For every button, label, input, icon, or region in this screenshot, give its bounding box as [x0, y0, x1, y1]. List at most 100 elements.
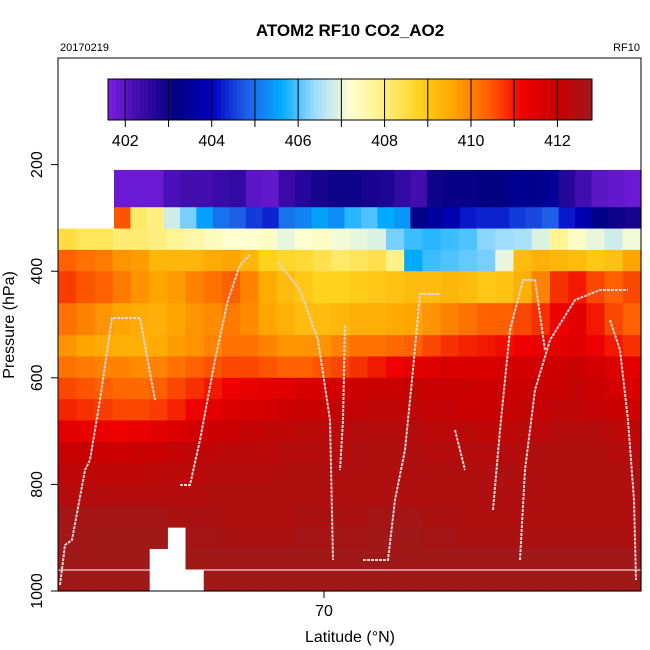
- colorbar-segment: [345, 79, 351, 120]
- heatmap-cell: [513, 399, 533, 422]
- heatmap-cell: [361, 207, 379, 230]
- colorbar-segment: [140, 79, 145, 120]
- heatmap-cell: [114, 207, 132, 230]
- heatmap-cell: [586, 441, 606, 464]
- heatmap-cell: [258, 228, 278, 251]
- heatmap-cell: [495, 569, 515, 592]
- colorbar-segment: [309, 79, 315, 120]
- heatmap-cell: [212, 169, 230, 208]
- heatmap-cell: [240, 441, 260, 464]
- heatmap-cell: [568, 463, 587, 485]
- heatmap-cell: [258, 569, 278, 592]
- heatmap-cell: [458, 569, 478, 592]
- heatmap-cell: [149, 484, 168, 507]
- heatmap-cell: [422, 303, 442, 336]
- colorbar-segment: [398, 79, 403, 120]
- heatmap-cell: [404, 441, 423, 464]
- heatmap-cell: [385, 441, 405, 464]
- colorbar-segment: [547, 79, 553, 120]
- heatmap-cell: [258, 420, 278, 443]
- heatmap-cell: [276, 303, 296, 336]
- heatmap-cell: [149, 420, 168, 443]
- heatmap-cell: [294, 463, 314, 485]
- heatmap-cell: [240, 228, 260, 251]
- heatmap-cell: [549, 484, 569, 507]
- heatmap-cell: [443, 169, 461, 208]
- heatmap-cell: [558, 207, 576, 230]
- heatmap-cell: [229, 207, 247, 230]
- heatmap-cell: [58, 249, 77, 272]
- colorbar-segment: [454, 79, 460, 120]
- colorbar-segment: [531, 79, 537, 120]
- heatmap-cell: [221, 569, 241, 592]
- heatmap-cell: [604, 463, 624, 485]
- heatmap-cell: [477, 399, 496, 422]
- heatmap-cell: [422, 271, 442, 304]
- y-tick-label: 600: [29, 364, 46, 391]
- heatmap-cell: [422, 463, 442, 485]
- heatmap-cell: [549, 249, 569, 272]
- heatmap-cell: [568, 441, 587, 464]
- heatmap-cell: [458, 377, 478, 400]
- heatmap-cell: [276, 356, 296, 379]
- heatmap-cell: [404, 335, 423, 358]
- heatmap-cell: [240, 484, 260, 507]
- heatmap-cell: [295, 207, 313, 230]
- colorbar-segment: [253, 79, 258, 120]
- heatmap-cell: [549, 441, 569, 464]
- heatmap-cell: [276, 441, 296, 464]
- heatmap-cell: [203, 505, 223, 528]
- heatmap-cell: [513, 548, 533, 571]
- colorbar-segment: [438, 79, 444, 120]
- heatmap-cell: [294, 420, 314, 443]
- heatmap-cell: [130, 335, 150, 358]
- colorbar-segment: [337, 79, 343, 120]
- heatmap-cell: [422, 548, 442, 571]
- heatmap-cell: [331, 463, 351, 485]
- heatmap-cell: [196, 169, 214, 208]
- heatmap-cell: [58, 420, 77, 443]
- heatmap-cell: [531, 548, 551, 571]
- heatmap-cell: [377, 169, 395, 208]
- colorbar-segment: [237, 79, 242, 120]
- heatmap-cell: [568, 228, 587, 251]
- heatmap-cell: [495, 463, 515, 485]
- heatmap-cell: [167, 271, 187, 304]
- heatmap-cell: [112, 377, 132, 400]
- colorbar: 402 404 406 408 410 412: [107, 78, 593, 150]
- heatmap-cell: [331, 569, 351, 592]
- colorbar-segment: [192, 79, 198, 120]
- heatmap-cell: [203, 271, 223, 304]
- heatmap-cell: [294, 303, 314, 336]
- heatmap-cell: [112, 228, 132, 251]
- colorbar-segment: [220, 79, 226, 120]
- heatmap-cell: [76, 335, 96, 358]
- heatmap-cell: [331, 335, 351, 358]
- heatmap-cell: [294, 335, 314, 358]
- heatmap-cell: [294, 271, 314, 304]
- heatmap-cell: [440, 249, 460, 272]
- heatmap-cell: [295, 169, 313, 208]
- heatmap-cell: [604, 249, 624, 272]
- heatmap-cell: [76, 548, 96, 571]
- heatmap-cell: [258, 249, 278, 272]
- colorbar-tick-label: 410: [458, 133, 485, 150]
- colorbar-segment: [289, 79, 295, 120]
- heatmap-cell: [240, 399, 260, 422]
- heatmap-cell: [477, 356, 496, 379]
- heatmap-cell: [440, 505, 460, 528]
- colorbar-segment: [112, 79, 117, 120]
- heatmap-cell: [258, 335, 278, 358]
- heatmap-cell: [495, 399, 515, 422]
- heatmap-cell: [495, 228, 515, 251]
- heatmap-cell: [76, 356, 96, 379]
- heatmap-cell: [385, 303, 405, 336]
- heatmap-cell: [276, 377, 296, 400]
- heatmap-cell: [58, 484, 77, 507]
- heatmap-cell: [221, 303, 241, 336]
- heatmap-cell: [185, 356, 205, 379]
- heatmap-cell: [76, 303, 96, 336]
- heatmap-cell: [586, 303, 606, 336]
- colorbar-segment: [120, 79, 125, 120]
- heatmap-cell: [58, 356, 77, 379]
